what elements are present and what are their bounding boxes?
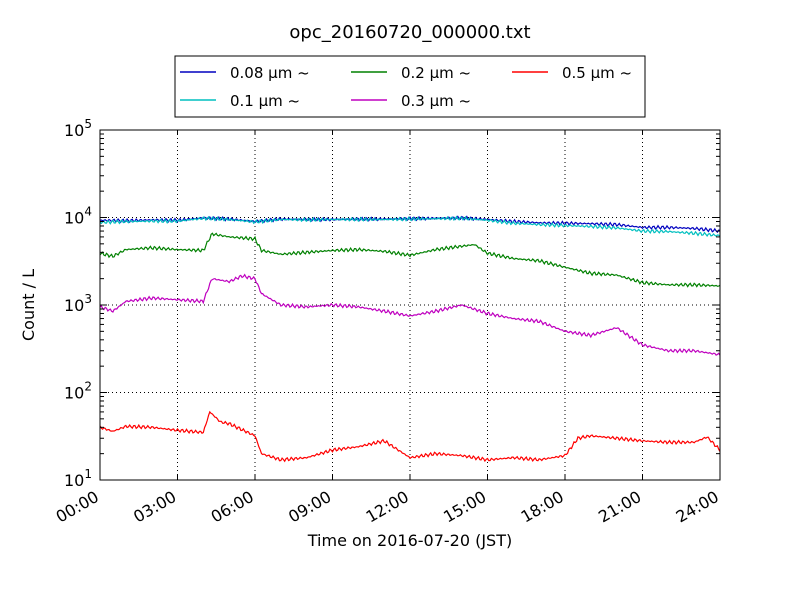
x-axis-label: Time on 2016-07-20 (JST)	[307, 531, 512, 550]
legend-box	[174, 55, 646, 118]
y-tick-label: 105	[64, 117, 92, 140]
series-line-1	[99, 215, 721, 238]
series-layer	[99, 215, 721, 463]
legend: 0.08 μm ~ 0.1 μm ~ 0.2 μm ~ 0.3 μm ~ 0.5 μm …	[174, 55, 646, 118]
legend-label: 0.2 μm ~	[401, 64, 471, 82]
series-line-3	[99, 273, 721, 356]
legend-label: 0.3 μm ~	[401, 92, 471, 110]
chart-title: opc_20160720_000000.txt	[289, 22, 530, 43]
y-axis-label: Count / L	[19, 269, 38, 341]
legend-label: 0.5 μm ~	[562, 64, 632, 82]
y-tick-label: 101	[64, 467, 92, 490]
y-tick-label: 103	[64, 292, 92, 315]
series-line-0	[99, 215, 721, 234]
y-tick-labels: 101 102 103 104 105	[64, 117, 92, 490]
legend-label: 0.08 μm ~	[230, 64, 310, 82]
series-line-2	[99, 232, 721, 288]
y-tick-label: 104	[64, 205, 92, 228]
axis-ticks	[99, 129, 721, 481]
y-tick-label: 102	[64, 380, 92, 403]
legend-label: 0.1 μm ~	[230, 92, 300, 110]
gridlines	[100, 130, 720, 480]
series-line-4	[99, 410, 721, 463]
